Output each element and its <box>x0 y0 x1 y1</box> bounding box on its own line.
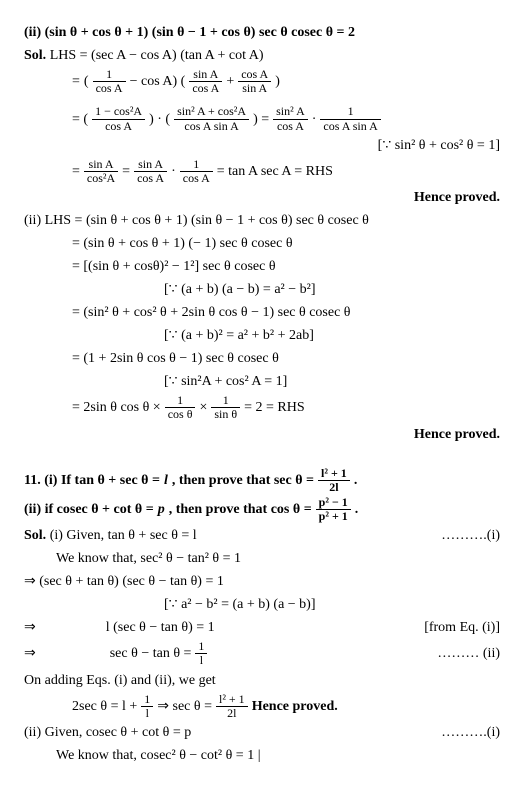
s2-l8-row: (ii) Given, cosec θ + cot θ = p ……….(i) <box>24 722 500 743</box>
txt: l (sec θ − tan θ) = 1 <box>66 617 215 638</box>
eq-1a: = ( 1cos A − cos A) ( sin Acos A + cos A… <box>24 68 500 95</box>
implies: ⇒ <box>24 643 36 664</box>
txt: · <box>171 161 176 182</box>
frac: p² − 1p² + 1 <box>316 496 351 523</box>
frac: l² + 12l <box>216 693 248 720</box>
p2-l2: = [(sin θ + cosθ)² − 1²] sec θ cosec θ <box>24 256 500 277</box>
frac: sin Acos A <box>189 68 222 95</box>
txt: (ii) if cosec θ + cot θ = <box>24 499 154 520</box>
frac: l² + 12l <box>318 467 350 494</box>
txt: × <box>199 397 207 418</box>
txt: p <box>158 499 165 520</box>
sol-label: Sol. <box>24 48 50 63</box>
txt: ) <box>275 71 280 92</box>
s2-l6: On adding Eqs. (i) and (ii), we get <box>24 670 500 691</box>
txt: (ii) Given, cosec θ + cot θ = p <box>24 722 191 743</box>
txt: sec θ − tan θ = <box>110 643 192 664</box>
hence-proved-2: Hence proved. <box>24 424 500 445</box>
p2-n3: [∵ sin²A + cos² A = 1] <box>24 371 500 392</box>
txt: ) = <box>253 109 269 130</box>
s2-l9: We know that, cosec² θ − cot² θ = 1 | <box>24 745 500 766</box>
txt: , then prove that sec θ = <box>172 470 314 491</box>
hence-proved-1: Hence proved. <box>24 187 500 208</box>
eqref: ……….(i) <box>441 722 500 743</box>
p2-l5: = 2sin θ cos θ × 1cos θ × 1sin θ = 2 = R… <box>24 394 500 421</box>
txt: ⇒ sec θ = <box>157 696 212 717</box>
s2-l4-row: ⇒ l (sec θ − tan θ) = 1 [from Eq. (i)] <box>24 617 500 638</box>
frac: 1l <box>195 640 207 667</box>
s2-n1: [∵ a² − b² = (a + b) (a − b)] <box>24 594 500 615</box>
q11-ii: (ii) if cosec θ + cot θ = p , then prove… <box>24 496 500 523</box>
s2-l7: 2sec θ = l + 1l ⇒ sec θ = l² + 12l Hence… <box>24 693 500 720</box>
sol-body: LHS = (sec A − cos A) (tan A + cot A) <box>50 48 264 63</box>
txt: , then prove that cos θ = <box>169 499 312 520</box>
eqref: [from Eq. (i)] <box>424 617 500 638</box>
sol-label: Sol. <box>24 528 50 543</box>
p2-l1: = (sin θ + cos θ + 1) (− 1) sec θ cosec … <box>24 233 500 254</box>
txt: . <box>355 499 359 520</box>
txt: ) · ( <box>149 109 170 130</box>
frac: 1cos A <box>180 158 213 185</box>
txt: + <box>226 71 234 92</box>
txt: ( <box>84 71 89 92</box>
txt: = <box>72 161 80 182</box>
p2-head: (ii) LHS = (sin θ + cos θ + 1) (sin θ − … <box>24 210 500 231</box>
s2-l1-row: Sol. (i) Given, tan θ + sec θ = l ……….(i… <box>24 525 500 546</box>
p2-l3: = (sin² θ + cos² θ + 2sin θ cos θ − 1) s… <box>24 302 500 323</box>
frac: sin Acos A <box>134 158 167 185</box>
p2-n2: [∵ (a + b)² = a² + b² + 2ab] <box>24 325 500 346</box>
sol-line: Sol. LHS = (sec A − cos A) (tan A + cot … <box>24 45 500 66</box>
eq-1c: = sin Acos²A = sin Acos A · 1cos A = tan… <box>24 158 500 185</box>
txt: = tan A sec A = RHS <box>217 161 333 182</box>
eqref: ……… (ii) <box>437 643 500 664</box>
frac: 1sin θ <box>211 394 240 421</box>
txt: Hence proved. <box>252 696 338 717</box>
frac: cos Asin A <box>238 68 271 95</box>
frac: sin² A + cos²Acos A sin A <box>174 105 249 132</box>
txt: = 2 = RHS <box>244 397 305 418</box>
txt: = 2sin θ cos θ × <box>72 397 161 418</box>
txt: l <box>164 470 168 491</box>
s2-l5-row: ⇒ sec θ − tan θ = 1l ……… (ii) <box>24 640 500 667</box>
eq-1b: = ( 1 − cos²Acos A ) · ( sin² A + cos²Ac… <box>24 105 500 132</box>
txt: − cos A) ( <box>130 71 186 92</box>
s2-l3: ⇒ (sec θ + tan θ) (sec θ − tan θ) = 1 <box>24 571 500 592</box>
txt: = <box>72 71 80 92</box>
q11-i: 11. (i) If tan θ + sec θ = l , then prov… <box>24 467 500 494</box>
txt: 11. (i) If tan θ + sec θ = <box>24 470 160 491</box>
txt: = <box>122 161 130 182</box>
txt: · <box>312 109 317 130</box>
s2-l2: We know that, sec² θ − tan² θ = 1 <box>24 548 500 569</box>
txt: 2sec θ = l + <box>72 696 137 717</box>
txt: (i) Given, tan θ + sec θ = l <box>50 528 197 543</box>
frac: 1cos A sin A <box>320 105 380 132</box>
frac: 1cos θ <box>165 394 196 421</box>
problem-ii-statement: (ii) (sin θ + cos θ + 1) (sin θ − 1 + co… <box>24 22 500 43</box>
frac: 1 − cos²Acos A <box>92 105 145 132</box>
frac: sin² Acos A <box>273 105 308 132</box>
frac: sin Acos²A <box>84 158 118 185</box>
p2-l4: = (1 + 2sin θ cos θ − 1) sec θ cosec θ <box>24 348 500 369</box>
frac: 1cos A <box>93 68 126 95</box>
txt: . <box>354 470 358 491</box>
eqref: ……….(i) <box>441 525 500 546</box>
note-1b: [∵ sin² θ + cos² θ = 1] <box>24 135 500 156</box>
implies: ⇒ <box>24 617 36 638</box>
p2-n1: [∵ (a + b) (a − b) = a² − b²] <box>24 279 500 300</box>
frac: 1l <box>141 693 153 720</box>
txt: = ( <box>72 109 88 130</box>
